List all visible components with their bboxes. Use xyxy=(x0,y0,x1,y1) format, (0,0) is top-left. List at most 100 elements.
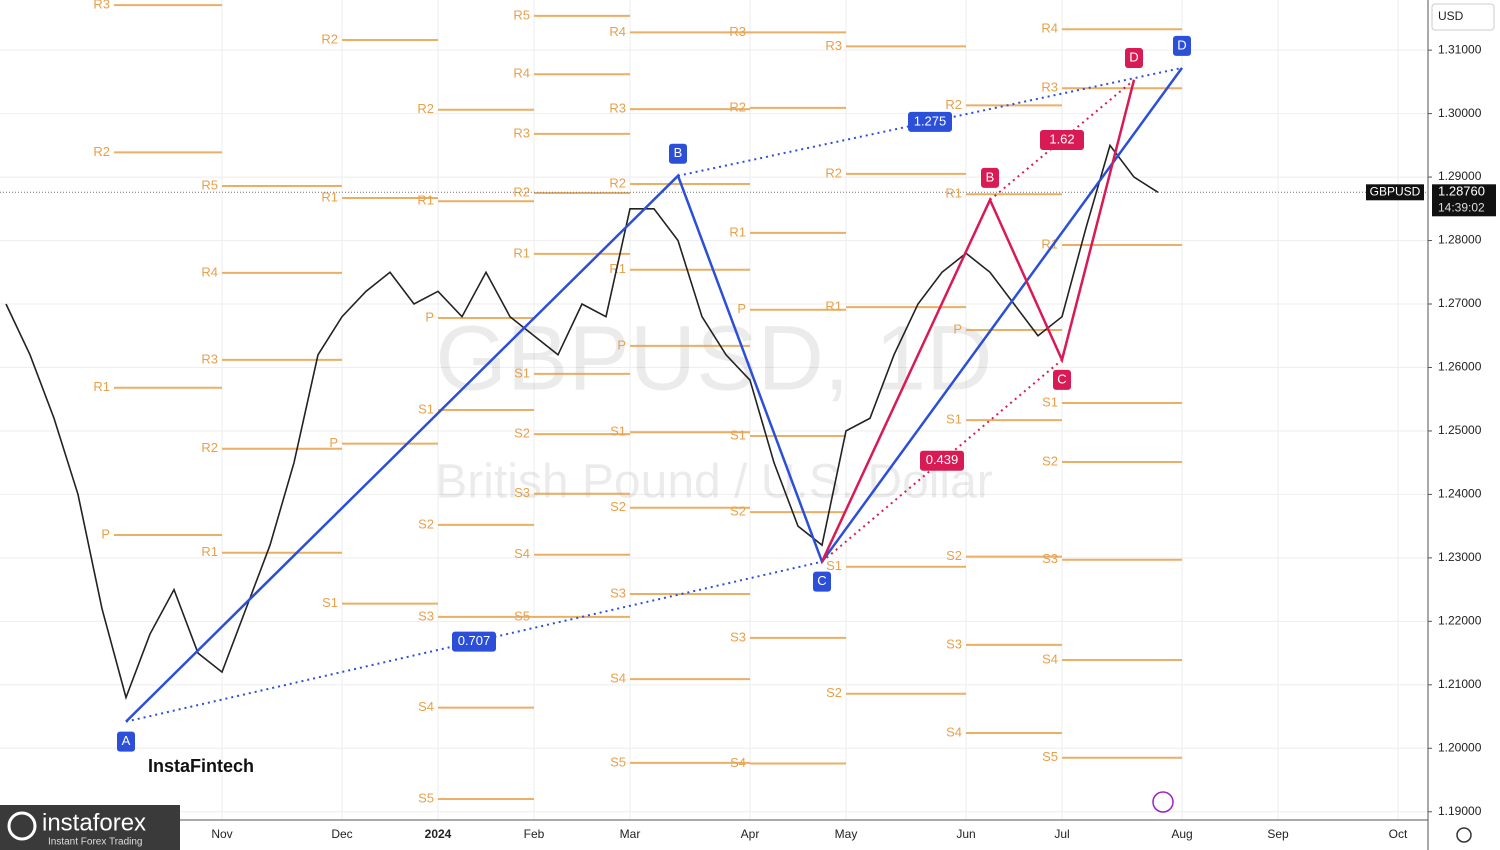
pattern-dotted xyxy=(125,560,823,723)
symbol-tag xyxy=(1366,184,1424,201)
y-tick-label: 1.28000 xyxy=(1438,233,1482,247)
ratio-box xyxy=(908,111,952,132)
pattern-dotted xyxy=(677,66,1183,177)
x-tick-label: May xyxy=(835,827,858,841)
x-tick-label: Dec xyxy=(331,827,352,841)
logo-name: instaforex xyxy=(42,809,146,836)
pivot-label: S1 xyxy=(730,427,746,442)
pattern-point-label: B xyxy=(986,169,995,184)
pivot-label: S2 xyxy=(946,548,962,563)
pivot-label: S1 xyxy=(514,365,530,380)
pivot-label: R5 xyxy=(513,7,530,22)
pivot-label: R1 xyxy=(825,299,842,314)
ratio-label: 1.275 xyxy=(914,113,947,128)
y-tick-label: 1.20000 xyxy=(1438,740,1482,754)
y-tick-label: 1.29000 xyxy=(1438,169,1482,183)
pattern-point-label: C xyxy=(817,573,826,588)
y-tick-label: 1.19000 xyxy=(1438,804,1482,818)
pivot-label: S3 xyxy=(514,485,530,500)
pivot-label: P xyxy=(737,301,746,316)
x-tick-label: Sep xyxy=(1267,827,1289,841)
pivot-label: S4 xyxy=(418,699,434,714)
pivot-label: S1 xyxy=(322,595,338,610)
currency-dropdown[interactable] xyxy=(1431,3,1495,31)
pivot-label: S2 xyxy=(418,516,434,531)
ratio-label: 0.707 xyxy=(458,633,491,648)
pivot-label: S1 xyxy=(946,412,962,427)
pivot-label: R1 xyxy=(945,186,962,201)
pattern-point-label: A xyxy=(122,733,131,748)
pivot-label: S1 xyxy=(1042,394,1058,409)
price-tag xyxy=(1432,184,1496,217)
pivot-label: R2 xyxy=(201,440,218,455)
pivot-label: R3 xyxy=(513,125,530,140)
pivot-label: S4 xyxy=(514,546,530,561)
pivot-label: R3 xyxy=(93,0,110,12)
watermark-subtitle: British Pound / U.S. Dollar xyxy=(435,456,993,509)
pattern-point xyxy=(669,143,687,164)
pivot-label: S2 xyxy=(1042,453,1058,468)
ratio-box xyxy=(920,450,964,471)
currency-label[interactable]: USD xyxy=(1438,9,1464,23)
y-tick-label: 1.22000 xyxy=(1438,614,1482,628)
pivot-label: R3 xyxy=(1041,80,1058,95)
pivot-label: R1 xyxy=(417,193,434,208)
pivot-label: R2 xyxy=(321,31,338,46)
logo-box xyxy=(0,805,180,850)
x-tick-label: Jun xyxy=(956,827,975,841)
pivot-label: R1 xyxy=(93,379,110,394)
pivot-label: S1 xyxy=(418,401,434,416)
ratio-label: 0.439 xyxy=(926,452,959,467)
symbol-label: GBPUSD xyxy=(1370,184,1421,198)
pivot-label: P xyxy=(329,435,338,450)
pivot-label: S1 xyxy=(610,424,626,439)
pivot-label: P xyxy=(101,526,110,541)
pattern-point xyxy=(117,731,135,752)
pattern-dotted xyxy=(989,79,1135,201)
pivot-label: S5 xyxy=(610,754,626,769)
pattern-point-label: C xyxy=(1057,371,1066,386)
x-tick-label: Mar xyxy=(620,827,641,841)
pivot-label: R3 xyxy=(201,351,218,366)
pivot-label: R3 xyxy=(825,38,842,53)
pivot-label: S3 xyxy=(418,608,434,623)
pattern-point-label: D xyxy=(1129,49,1138,64)
ratio-label: 1.62 xyxy=(1049,131,1074,146)
pattern-point xyxy=(1125,47,1143,68)
y-tick-label: 1.26000 xyxy=(1438,360,1482,374)
grid xyxy=(0,0,1428,820)
pivot-label: P xyxy=(425,309,434,324)
pivot-label: R2 xyxy=(609,175,626,190)
pivot-label: S3 xyxy=(730,629,746,644)
pivot-label: R1 xyxy=(1041,236,1058,251)
pivot-label: S5 xyxy=(418,790,434,805)
pivot-label: R4 xyxy=(609,24,626,39)
x-tick-label: Apr xyxy=(741,827,760,841)
pattern-point-label: D xyxy=(1177,37,1186,52)
y-tick-label: 1.23000 xyxy=(1438,550,1482,564)
x-tick-label: Jul xyxy=(1054,827,1069,841)
pivot-label: S3 xyxy=(1042,551,1058,566)
pivot-label: R3 xyxy=(729,24,746,39)
pivot-label: S1 xyxy=(826,558,842,573)
pivot-label: R4 xyxy=(1041,21,1058,36)
pattern-point xyxy=(1053,369,1071,390)
alert-icon[interactable] xyxy=(1152,791,1174,813)
pattern-point-label: B xyxy=(674,145,683,160)
settings-icon[interactable] xyxy=(1456,827,1472,843)
pivot-label: S5 xyxy=(514,608,530,623)
countdown-label: 14:39:02 xyxy=(1438,200,1485,214)
pivot-label: R2 xyxy=(513,184,530,199)
pivot-label: R1 xyxy=(609,261,626,276)
pivot-label: S2 xyxy=(826,685,842,700)
pivot-label: R1 xyxy=(513,245,530,260)
pivot-label: S5 xyxy=(1042,749,1058,764)
x-tick-label: Aug xyxy=(1171,827,1192,841)
pivot-label: R2 xyxy=(417,101,434,116)
pivot-label: S4 xyxy=(730,755,746,770)
pivot-label: R3 xyxy=(609,101,626,116)
y-tick-label: 1.31000 xyxy=(1438,42,1482,56)
pivot-label: R2 xyxy=(945,97,962,112)
logo-tagline: Instant Forex Trading xyxy=(48,837,143,848)
